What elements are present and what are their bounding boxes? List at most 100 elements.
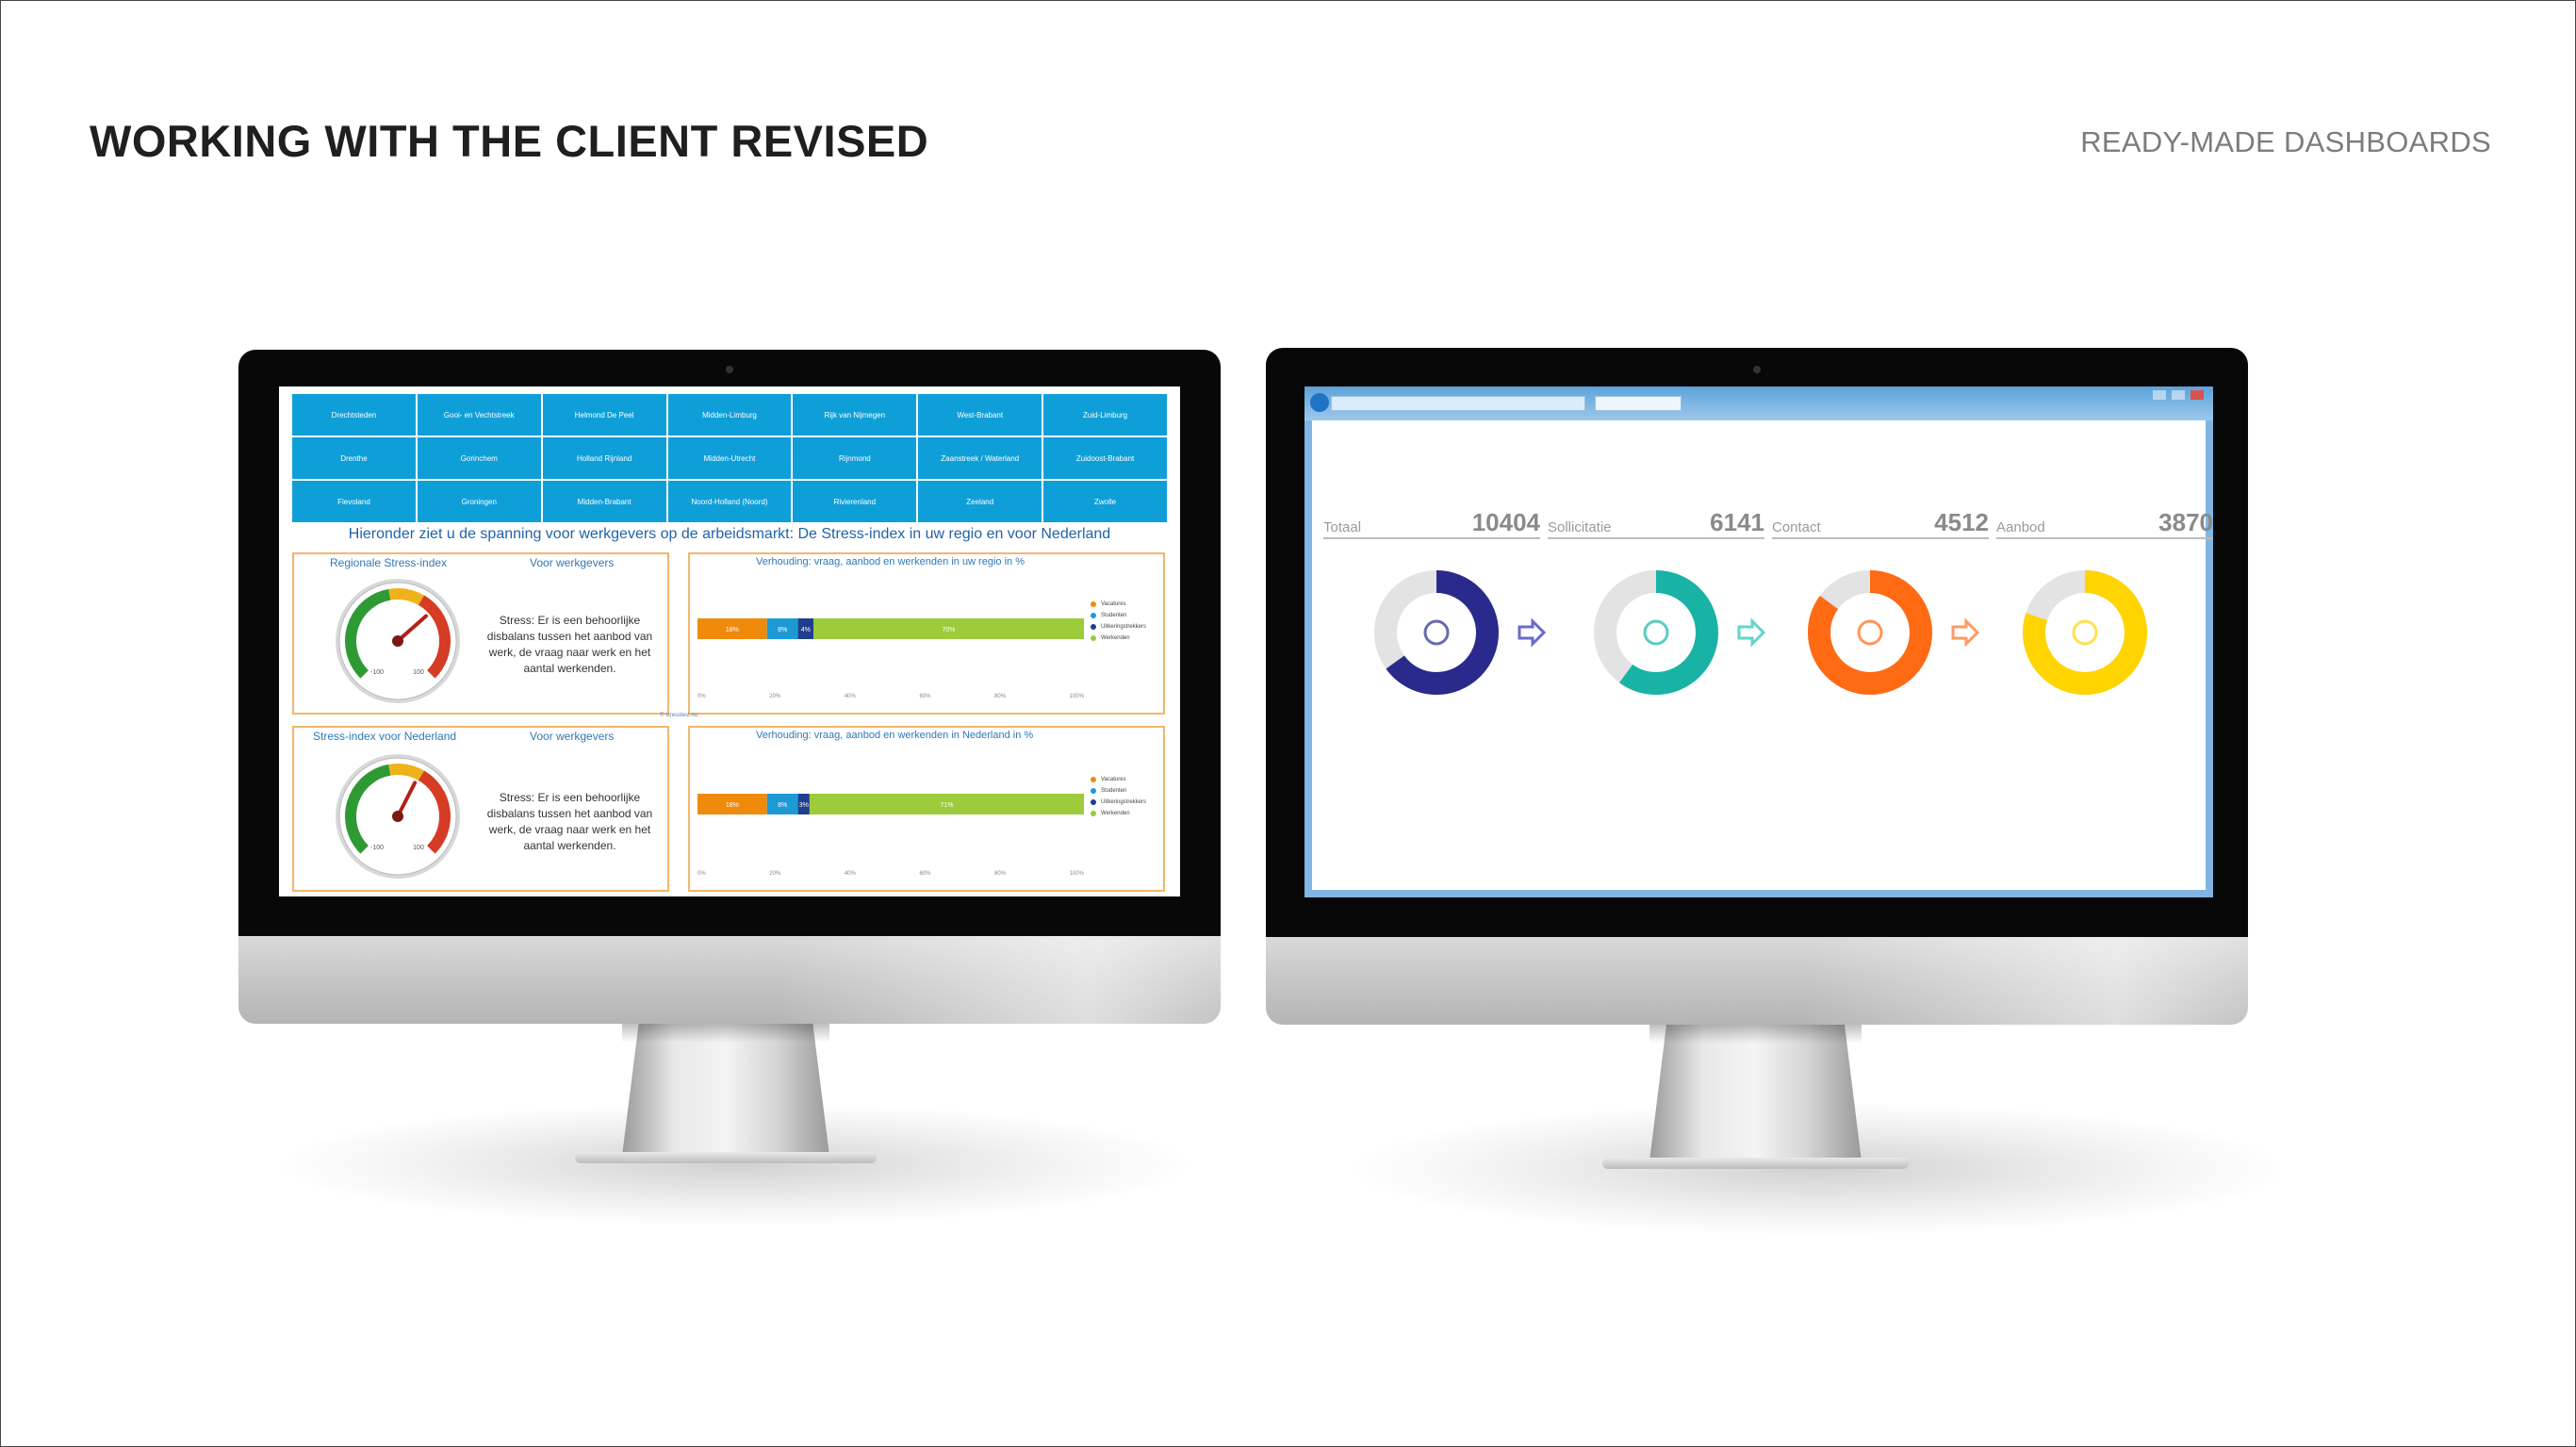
close-icon[interactable] <box>2190 390 2204 400</box>
browser-address-bar[interactable] <box>1331 396 1585 411</box>
national-bar-werkenden <box>809 794 1084 814</box>
legend-dot <box>1091 624 1096 630</box>
region-button[interactable]: Gorinchem <box>417 437 541 479</box>
legend-label: Werkenden <box>1101 635 1130 641</box>
legend-item: Werkenden <box>1091 811 1146 816</box>
region-button[interactable]: Midden-Limburg <box>667 394 792 436</box>
legend-label: Vacatures <box>1101 777 1126 782</box>
x-axis-tick-label: 100% <box>1069 694 1084 699</box>
regional-gauge-hub <box>392 635 403 647</box>
regional-bar-werkenden <box>813 618 1084 639</box>
region-button[interactable]: Zeeland <box>918 481 1042 522</box>
national-bar-label: 3% <box>799 802 809 809</box>
legend-dot <box>1091 601 1096 607</box>
left-monitor-chin <box>238 936 1221 1024</box>
regional-bar-label: 18% <box>726 627 739 633</box>
stat-value: 10404 <box>1471 508 1540 536</box>
regional-bar-studenten <box>766 618 798 639</box>
region-button[interactable]: Noord-Holland (Noord) <box>667 481 792 522</box>
slide-subtitle: READY-MADE DASHBOARDS <box>2080 125 2491 158</box>
x-axis-tick-label: 80% <box>994 871 1007 877</box>
national-gauge-max-label: 100 <box>413 845 424 851</box>
donut-contact <box>1808 570 1932 695</box>
region-button[interactable]: Rijnmond <box>793 437 917 479</box>
legend-item: Studenten <box>1091 788 1146 794</box>
regional-gauge-min-label: -100 <box>370 669 384 676</box>
national-bar-vacatures <box>697 794 767 814</box>
legend-item: Uitkeringstrekkers <box>1091 799 1146 805</box>
national-chart-legend: Vacatures Studenten Uitkeringstrekkers Werk… <box>1091 777 1146 822</box>
legend-item: Vacatures <box>1091 777 1146 782</box>
right-monitor-stand <box>1649 1025 1862 1161</box>
region-button[interactable]: Zwolle <box>1043 481 1167 522</box>
regional-bar-uitkeringstrekkers <box>797 618 813 639</box>
left-monitor-stand <box>622 1024 829 1156</box>
left-monitor-camera <box>726 366 733 373</box>
region-button[interactable]: Groningen <box>417 481 541 522</box>
region-button[interactable]: Drenthe <box>292 437 416 479</box>
legend-dot <box>1091 777 1096 782</box>
regional-chart-title: Verhouding: vraag, aanbod en werkenden i… <box>756 556 1025 567</box>
stat-label: Contact <box>1772 519 1821 535</box>
slide-title: WORKING WITH THE CLIENT REVISED <box>90 116 929 166</box>
region-button[interactable]: Midden-Utrecht <box>667 437 792 479</box>
left-screen: Drechtsteden Gooi- en Vechtstreek Helmond … <box>279 386 1180 896</box>
x-axis-tick-label: 40% <box>844 694 856 699</box>
region-button[interactable]: Midden-Brabant <box>542 481 666 522</box>
minimize-icon[interactable] <box>2153 390 2166 400</box>
region-button[interactable]: Rijk van Nijmegen <box>793 394 917 436</box>
browser-toolbar <box>1304 386 2213 420</box>
browser-tab[interactable] <box>1595 396 1682 411</box>
stress-heading: Hieronder ziet u de spanning voor werkge… <box>348 526 1111 542</box>
regional-bar-label: 4% <box>801 627 811 633</box>
right-monitor-chin <box>1266 937 2248 1025</box>
national-gauge-panel: Stress-index voor Nederland Voor werkgev… <box>292 726 669 892</box>
national-bar-label: 8% <box>778 802 787 809</box>
x-axis-tick-label: 60% <box>919 871 931 877</box>
window-controls <box>2153 390 2204 400</box>
region-button[interactable]: Zuid-Limburg <box>1043 394 1167 436</box>
donut-aanbod <box>2023 570 2147 695</box>
x-axis-tick-label: 20% <box>769 694 781 699</box>
region-button[interactable]: Holland Rijnland <box>542 437 666 479</box>
regional-gauge-max-label: 100 <box>413 669 424 676</box>
legend-label: Uitkeringstrekkers <box>1101 624 1147 630</box>
regional-chart-legend: Vacatures Studenten Uitkeringstrekkers Werk… <box>1091 601 1146 647</box>
region-button[interactable]: Drechtsteden <box>292 394 416 436</box>
national-bar-panel: Verhouding: vraag, aanbod en werkenden i… <box>688 726 1165 892</box>
browser-logo-icon[interactable] <box>1310 393 1329 412</box>
legend-item: Studenten <box>1091 613 1146 618</box>
x-axis-tick-label: 100% <box>1069 871 1084 877</box>
region-button[interactable]: Rivierenland <box>793 481 917 522</box>
maximize-icon[interactable] <box>2172 390 2185 400</box>
national-bar-label: 18% <box>726 802 739 809</box>
legend-label: Studenten <box>1101 613 1127 618</box>
national-gauge-green-band <box>345 764 391 854</box>
national-x-axis-ticks: 0% 20% 40% 60% 80% 100% <box>697 871 1084 877</box>
stat-sollicitatie: Sollicitatie 6141 <box>1548 507 1764 539</box>
regional-gauge-needle <box>396 614 429 643</box>
browser-content: Totaal 10404 Sollicitatie 6141 Contact 4512 Aa… <box>1312 420 2213 890</box>
legend-label: Werkenden <box>1101 811 1130 816</box>
stat-label: Sollicitatie <box>1548 519 1612 535</box>
region-button[interactable]: Gooi- en Vechtstreek <box>417 394 541 436</box>
donut-totaal <box>1374 570 1499 695</box>
national-bar-studenten <box>766 794 798 814</box>
national-gauge-subtitle: Voor werkgevers <box>530 730 615 743</box>
region-button[interactable]: West-Brabant <box>918 394 1042 436</box>
regional-bar-vacatures <box>697 618 767 639</box>
left-monitor-stand-shade <box>622 1024 829 1043</box>
stat-label: Aanbod <box>1996 519 2045 535</box>
stat-value: 4512 <box>1934 508 1989 536</box>
x-axis-tick-label: 0% <box>697 871 706 877</box>
national-gauge-needle <box>396 781 418 818</box>
legend-label: Studenten <box>1101 788 1127 794</box>
region-button[interactable]: Zuidoost-Brabant <box>1043 437 1167 479</box>
national-gauge-title: Stress-index voor Nederland <box>313 730 457 743</box>
national-gauge-red-band <box>418 770 451 854</box>
region-button[interactable]: Flevoland <box>292 481 416 522</box>
region-button[interactable]: Zaanstreek / Waterland <box>918 437 1042 479</box>
region-button[interactable]: Helmond De Peel <box>542 394 666 436</box>
left-monitor-foot <box>575 1152 877 1163</box>
person-icon <box>1643 619 1669 646</box>
